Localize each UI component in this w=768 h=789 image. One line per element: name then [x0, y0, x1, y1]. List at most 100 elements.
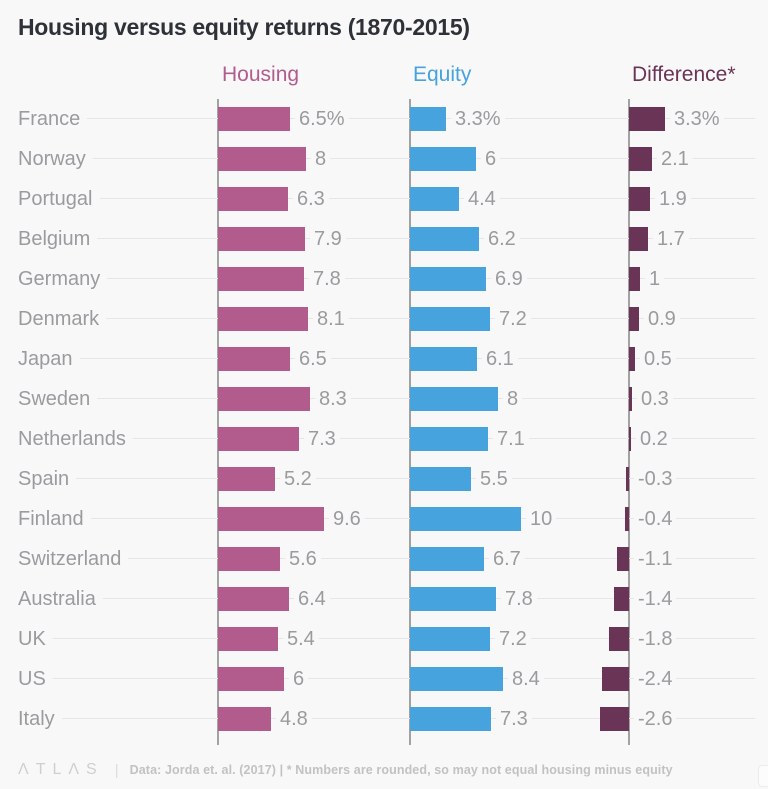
difference-bar [629, 387, 632, 411]
table-row: US 6 8.4 -2.4 [0, 659, 768, 699]
equity-bar [410, 267, 486, 291]
equity-bar [410, 107, 446, 131]
housing-bar [218, 307, 308, 331]
table-row: France 6.5% 3.3% 3.3% [0, 99, 768, 139]
atlas-logo: ΛTLΛS [18, 761, 104, 778]
difference-value-label: -2.6 [634, 699, 677, 739]
country-label: Netherlands [18, 419, 133, 459]
housing-bar [218, 427, 299, 451]
housing-bar [218, 387, 310, 411]
table-row: Norway 8 6 2.1 [0, 139, 768, 179]
equity-zero-axis [409, 99, 411, 745]
difference-value-label: 0.3 [637, 379, 673, 419]
housing-value-label: 9.6 [329, 499, 365, 539]
housing-value-label: 5.4 [283, 619, 319, 659]
housing-value-label: 6.3 [293, 179, 329, 219]
row-hairline [18, 558, 755, 559]
source-note: Data: Jorda et. al. (2017) | * Numbers a… [129, 763, 673, 777]
equity-value-label: 3.3% [451, 99, 505, 139]
row-hairline [18, 198, 755, 199]
difference-bar [629, 227, 648, 251]
difference-bar [629, 307, 639, 331]
row-hairline [18, 598, 755, 599]
equity-value-label: 6.2 [484, 219, 520, 259]
equity-value-label: 8.4 [508, 659, 544, 699]
difference-bar [629, 187, 650, 211]
plot-area: France 6.5% 3.3% 3.3% Norway 8 6 2.1 Portugal 6.3… [0, 99, 768, 745]
housing-bar [218, 507, 324, 531]
difference-value-label: 1.9 [655, 179, 691, 219]
table-row: Australia 6.4 7.8 -1.4 [0, 579, 768, 619]
equity-value-label: 7.2 [495, 619, 531, 659]
equity-value-label: 7.3 [496, 699, 532, 739]
housing-value-label: 8 [311, 139, 331, 179]
equity-value-label: 6.1 [482, 339, 518, 379]
table-row: Italy 4.8 7.3 -2.6 [0, 699, 768, 739]
difference-value-label: 0.9 [644, 299, 680, 339]
equity-value-label: 6.9 [491, 259, 527, 299]
row-hairline [18, 478, 755, 479]
difference-value-label: -0.3 [634, 459, 677, 499]
country-label: Norway [18, 139, 93, 179]
difference-value-label: 0.2 [636, 419, 672, 459]
housing-bar [218, 147, 306, 171]
row-hairline [18, 158, 755, 159]
equity-bar [410, 587, 496, 611]
row-hairline [18, 638, 755, 639]
country-label: Spain [18, 459, 77, 499]
housing-value-label: 4.8 [276, 699, 312, 739]
equity-value-label: 6 [481, 139, 501, 179]
table-row: Japan 6.5 6.1 0.5 [0, 339, 768, 379]
housing-value-label: 7.8 [309, 259, 345, 299]
table-row: Finland 9.6 10 -0.4 [0, 499, 768, 539]
housing-bar [218, 587, 289, 611]
table-row: Denmark 8.1 7.2 0.9 [0, 299, 768, 339]
table-row: Netherlands 7.3 7.1 0.2 [0, 419, 768, 459]
housing-value-label: 6.5 [295, 339, 331, 379]
housing-value-label: 6.5% [295, 99, 349, 139]
housing-bar [218, 107, 290, 131]
difference-bar [626, 467, 629, 491]
equity-value-label: 4.4 [464, 179, 500, 219]
country-label: Australia [18, 579, 103, 619]
equity-bar [410, 707, 491, 731]
table-row: UK 5.4 7.2 -1.8 [0, 619, 768, 659]
row-hairline [18, 278, 755, 279]
equity-bar [410, 427, 488, 451]
country-label: Sweden [18, 379, 98, 419]
row-hairline [18, 518, 755, 519]
equity-bar [410, 627, 490, 651]
row-hairline [18, 678, 755, 679]
country-label: France [18, 99, 88, 139]
equity-bar [410, 547, 484, 571]
table-row: Switzerland 5.6 6.7 -1.1 [0, 539, 768, 579]
row-hairline [18, 438, 755, 439]
table-row: Sweden 8.3 8 0.3 [0, 379, 768, 419]
column-header-difference: Difference* [632, 63, 736, 86]
difference-value-label: -1.8 [634, 619, 677, 659]
row-hairline [18, 118, 755, 119]
equity-value-label: 10 [526, 499, 557, 539]
country-label: UK [18, 619, 53, 659]
table-row: Portugal 6.3 4.4 1.9 [0, 179, 768, 219]
column-header-housing: Housing [222, 63, 300, 86]
equity-value-label: 7.8 [501, 579, 537, 619]
housing-value-label: 5.6 [285, 539, 321, 579]
equity-bar [410, 307, 490, 331]
housing-value-label: 8.1 [313, 299, 349, 339]
housing-bar [218, 227, 305, 251]
footer-divider-bar: | [114, 761, 119, 779]
equity-value-label: 7.1 [493, 419, 529, 459]
row-hairline [18, 318, 755, 319]
equity-value-label: 7.2 [495, 299, 531, 339]
housing-bar [218, 347, 290, 371]
equity-value-label: 6.7 [489, 539, 525, 579]
housing-value-label: 6 [289, 659, 309, 699]
housing-value-label: 6.4 [294, 579, 330, 619]
difference-bar [602, 667, 629, 691]
difference-value-label: -0.4 [634, 499, 677, 539]
difference-value-label: 2.1 [657, 139, 693, 179]
housing-value-label: 7.9 [310, 219, 346, 259]
row-hairline [18, 398, 755, 399]
column-header-equity: Equity [413, 63, 472, 86]
